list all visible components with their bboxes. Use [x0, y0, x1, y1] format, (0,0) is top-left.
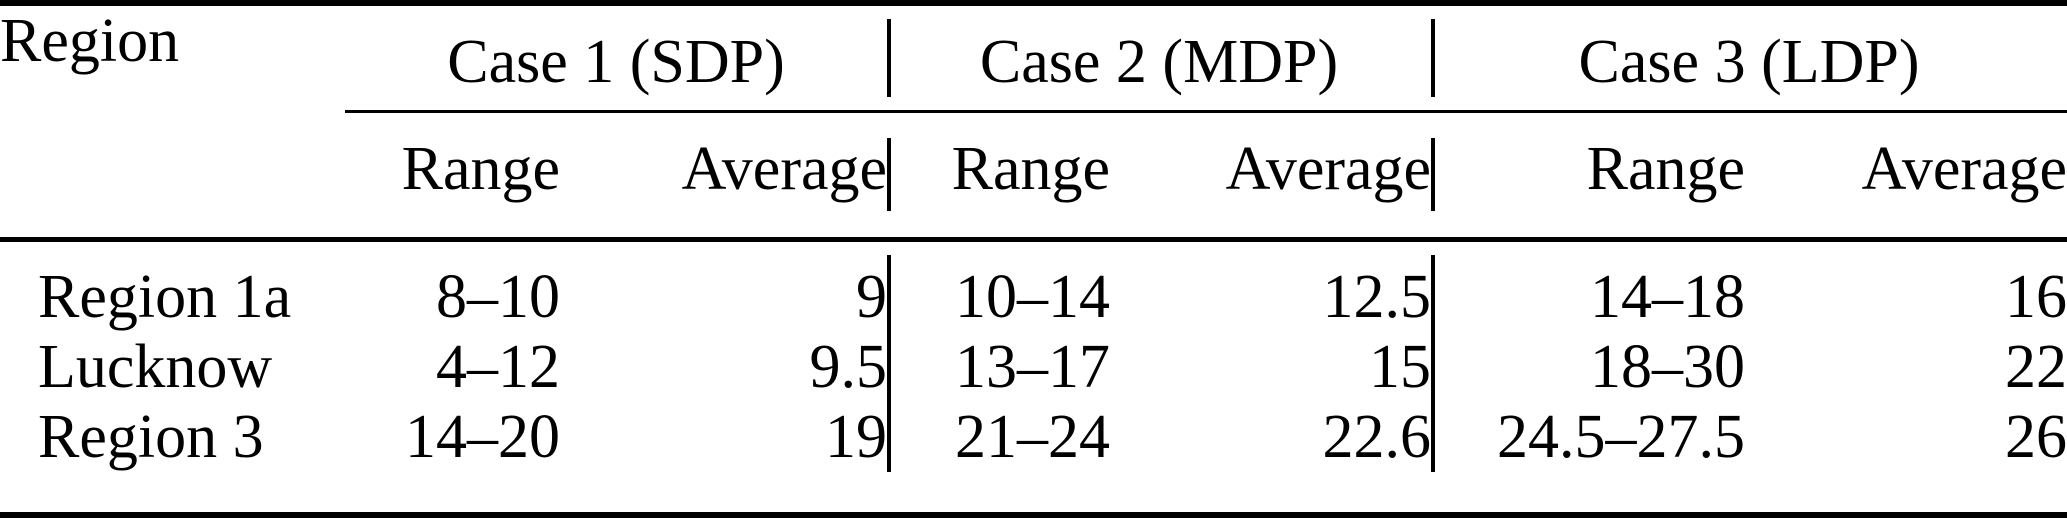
cell-case2-average: 15 — [1369, 333, 1432, 401]
subheader-range-case3: Range — [1431, 113, 1746, 242]
group-header-case1-sdp: Case 1 (SDP) — [345, 6, 887, 113]
row-region-1a: Region 1a 8–10 9 10–14 12.5 14–18 16 — [0, 242, 2067, 332]
subheader-average-case3: Average — [1745, 113, 2067, 242]
cell-case1-range: 4–12 — [436, 333, 560, 401]
cell-case2-range: 13–17 — [887, 332, 1110, 402]
subheader-range-case2: Range — [887, 113, 1110, 242]
cell-case3-average: 22 — [2005, 333, 2067, 401]
cell-case3-range: 24.5–27.5 — [1431, 402, 1746, 472]
group-header-case2-mdp: Case 2 (MDP) — [887, 6, 1432, 113]
cell-case1-range: 14–20 — [405, 403, 560, 471]
results-table: Region Case 1 (SDP) Case 2 (MDP) Case 3 … — [0, 6, 2067, 512]
cell-case2-range: 10–14 — [887, 242, 1110, 332]
group-header-row: Region Case 1 (SDP) Case 2 (MDP) Case 3 … — [0, 6, 2067, 242]
subheader-average-case1: Average — [560, 113, 887, 242]
subheader-range-case1: Range — [345, 113, 560, 242]
cell-case1-average: 9.5 — [809, 333, 888, 401]
cell-region: Region 3 — [38, 403, 264, 471]
region-column-header: Region — [0, 6, 345, 242]
cell-region: Region 1a — [38, 263, 292, 331]
cell-case3-range: 14–18 — [1431, 242, 1746, 332]
bottom-spacer — [0, 472, 2067, 512]
row-lucknow: Lucknow 4–12 9.5 13–17 15 18–30 22 — [0, 332, 2067, 402]
subheader-average-case2: Average — [1110, 113, 1432, 242]
cell-case2-average: 12.5 — [1322, 263, 1432, 331]
group-header-case3-ldp: Case 3 (LDP) — [1431, 6, 2067, 113]
cell-region: Lucknow — [38, 333, 273, 401]
cell-case2-range: 21–24 — [887, 402, 1110, 472]
sub-header-row: Range Average Range Average Range Averag… — [0, 113, 2067, 242]
cell-case1-average: 19 — [825, 403, 887, 471]
cell-case1-range: 8–10 — [436, 263, 560, 331]
cell-case3-average: 16 — [2005, 263, 2067, 331]
cell-case2-average: 22.6 — [1322, 403, 1432, 471]
cell-case1-average: 9 — [856, 263, 887, 331]
cell-case3-average: 26 — [2005, 403, 2067, 471]
row-region-3: Region 3 14–20 19 21–24 22.6 24.5–27.5 2… — [0, 402, 2067, 472]
cell-case3-range: 18–30 — [1431, 332, 1746, 402]
